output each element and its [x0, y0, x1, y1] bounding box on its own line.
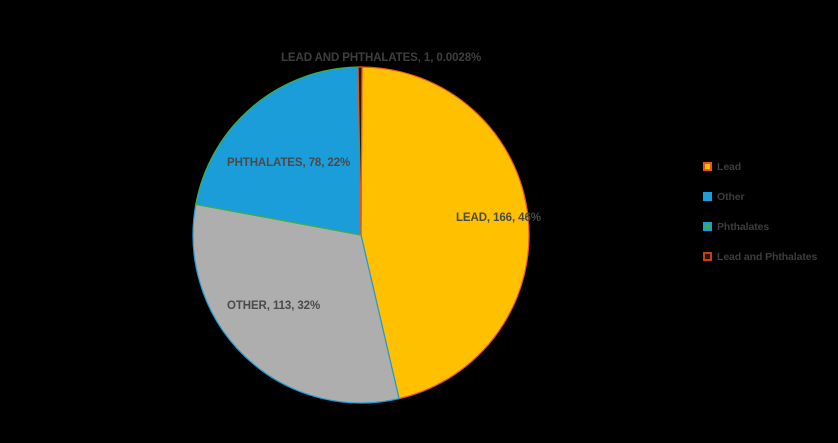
- legend-item-label: Phthalates: [717, 220, 770, 233]
- pie-slice-lead[interactable]: [360, 66, 530, 400]
- legend-swatch-icon: [703, 162, 712, 171]
- legend-item-label: Other: [717, 190, 745, 203]
- legend-swatch-icon: [703, 252, 712, 261]
- legend-swatch-icon: [703, 222, 712, 231]
- pie-slice-other[interactable]: [192, 203, 400, 404]
- pie-slice-phthalates[interactable]: [195, 66, 362, 236]
- pie-slices-group: [192, 66, 530, 404]
- legend-item-lead[interactable]: Lead: [703, 160, 833, 173]
- legend-item-lead-and-phthalates[interactable]: Lead and Phthalates: [703, 250, 833, 263]
- legend-item-phthalates[interactable]: Phthalates: [703, 220, 833, 233]
- chart-legend: Lead Other Phthalates Lead and Phthalates: [703, 160, 833, 280]
- legend-item-label: Lead: [717, 160, 742, 173]
- legend-item-label: Lead and Phthalates: [717, 250, 818, 263]
- legend-swatch-icon: [703, 192, 712, 201]
- pie-slice-lead-and-phthalates[interactable]: [357, 66, 363, 236]
- legend-item-other[interactable]: Other: [703, 190, 833, 203]
